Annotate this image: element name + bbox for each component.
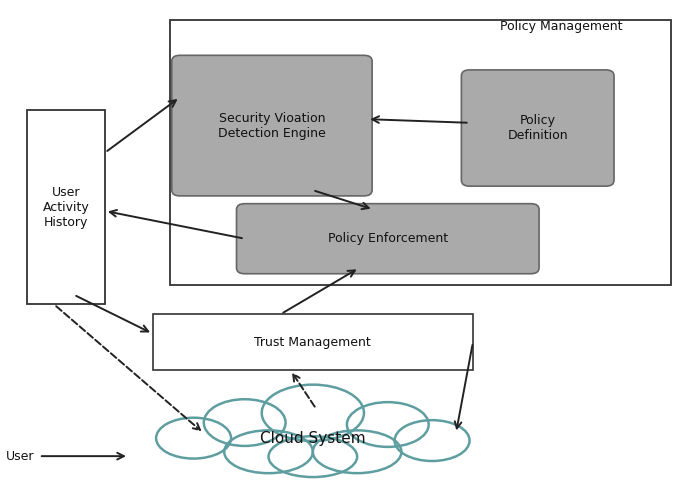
Ellipse shape <box>204 399 286 446</box>
FancyBboxPatch shape <box>153 314 473 370</box>
Ellipse shape <box>313 430 401 473</box>
Text: User
Activity
History: User Activity History <box>43 185 89 229</box>
FancyBboxPatch shape <box>170 20 671 285</box>
FancyBboxPatch shape <box>236 204 539 274</box>
FancyBboxPatch shape <box>27 110 105 305</box>
Ellipse shape <box>269 436 357 477</box>
FancyBboxPatch shape <box>462 70 614 186</box>
Ellipse shape <box>224 430 313 473</box>
Text: Policy Management: Policy Management <box>500 20 623 32</box>
Text: Cloud System: Cloud System <box>260 430 365 446</box>
Text: Policy Enforcement: Policy Enforcement <box>328 232 448 245</box>
Text: User: User <box>6 450 34 462</box>
Text: Policy
Definition: Policy Definition <box>508 114 568 142</box>
Text: Security Vioation
Detection Engine: Security Vioation Detection Engine <box>218 112 326 140</box>
Ellipse shape <box>156 418 231 459</box>
Ellipse shape <box>347 402 429 447</box>
Text: Trust Management: Trust Management <box>254 336 371 348</box>
FancyBboxPatch shape <box>172 55 372 196</box>
Ellipse shape <box>262 385 364 441</box>
Ellipse shape <box>394 420 470 461</box>
